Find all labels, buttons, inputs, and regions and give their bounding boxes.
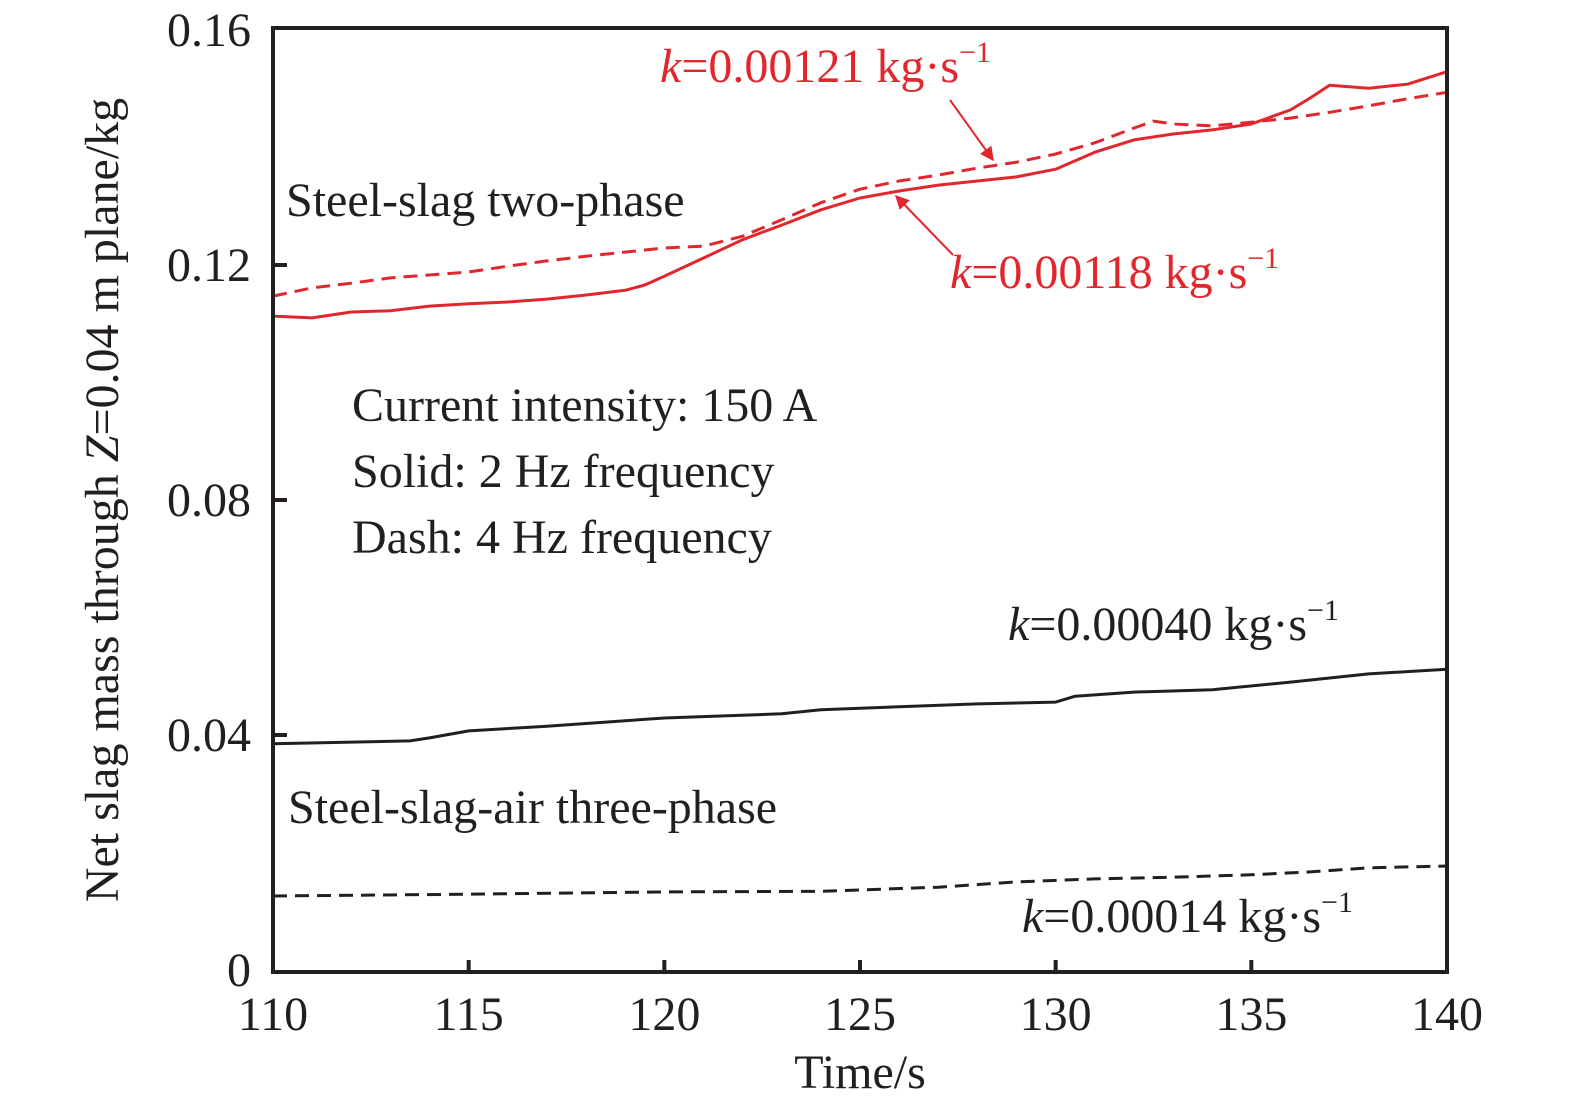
series-line-0 xyxy=(272,70,1448,320)
y-axis-title: Net slag mass through Z=0.04 m plane/kg xyxy=(76,98,129,902)
y-tick-label: 0.08 xyxy=(167,474,251,527)
arrow-red-dash xyxy=(949,99,994,162)
condition-solid: Solid: 2 Hz frequency xyxy=(352,445,775,498)
series-line-1 xyxy=(272,90,1448,298)
x-axis-title: Time/s xyxy=(794,1046,926,1099)
y-tick-label: 0 xyxy=(227,944,251,997)
series-line-3 xyxy=(272,864,1448,898)
x-tick-label: 140 xyxy=(1411,988,1483,1041)
series-layer xyxy=(272,70,1448,898)
k-label-black-solid: k=0.00040 kg·s−1 xyxy=(1008,594,1339,651)
x-tick-label: 135 xyxy=(1215,988,1287,1041)
arrow-red-solid xyxy=(895,194,954,256)
y-tick-label: 0.04 xyxy=(167,709,251,762)
series-line-2 xyxy=(272,667,1448,746)
condition-dash: Dash: 4 Hz frequency xyxy=(352,511,772,564)
tick-labels: 110 115 120 125 130 135 140 0 0.04 0.08 0.12 0.16 xyxy=(167,4,1483,1041)
k-label-black-dash: k=0.00014 kg·s−1 xyxy=(1022,886,1353,943)
x-tick-label: 120 xyxy=(628,988,700,1041)
k-label-red-solid: k=0.00118 kg·s−1 xyxy=(950,242,1279,299)
three-phase-label: Steel-slag-air three-phase xyxy=(288,781,777,834)
x-tick-label: 130 xyxy=(1020,988,1092,1041)
k-label-red-dash: k=0.00121 kg·s−1 xyxy=(660,36,991,93)
x-tick-label: 125 xyxy=(824,988,896,1041)
y-tick-label: 0.16 xyxy=(167,4,251,57)
x-tick-label: 110 xyxy=(238,988,308,1041)
condition-current: Current intensity: 150 A xyxy=(352,379,818,432)
two-phase-label: Steel-slag two-phase xyxy=(286,174,685,227)
x-tick-label: 115 xyxy=(434,988,504,1041)
axes-layer xyxy=(271,26,1449,974)
y-tick-label: 0.12 xyxy=(167,239,251,292)
